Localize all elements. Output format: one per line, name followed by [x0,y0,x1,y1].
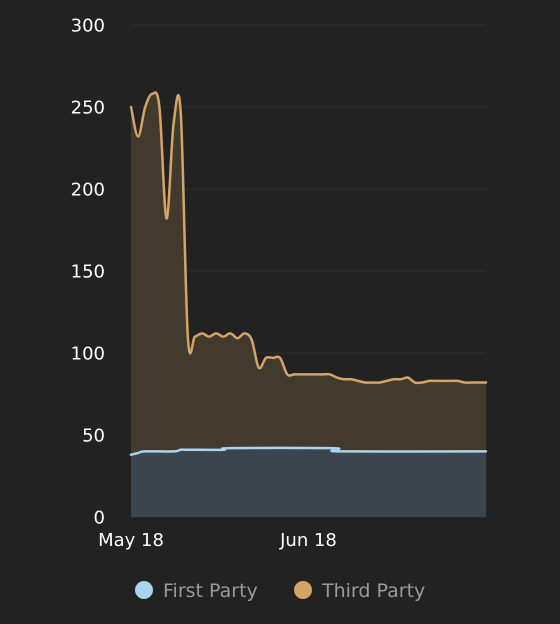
legend-item-third-party[interactable]: Third Party [294,580,425,602]
y-tick-label-100: 100 [71,344,105,365]
y-tick-label-150: 150 [71,262,105,283]
third-party-area [131,92,486,518]
x-tick-label-0: May 18 [98,530,164,551]
first-party-line [129,446,488,456]
x-tick-label-1: Jun 18 [279,530,337,551]
y-tick-label-250: 250 [71,98,105,119]
legend-label-first-party: First Party [163,580,258,602]
series-lines [129,91,488,456]
legend-swatch-third-party [294,581,312,599]
third-party-line [129,91,488,385]
x-axis-ticks: May 18 Jun 18 [98,530,337,551]
y-tick-label-50: 50 [82,426,105,447]
legend-swatch-first-party [135,581,153,599]
y-axis-ticks: 0 50 100 150 200 250 300 [71,16,105,529]
y-tick-label-0: 0 [94,508,105,529]
legend[interactable]: First Party Third Party [135,580,425,602]
y-tick-label-300: 300 [71,16,105,37]
y-tick-label-200: 200 [71,180,105,201]
legend-item-first-party[interactable]: First Party [135,580,258,602]
legend-label-third-party: Third Party [321,580,425,602]
first-party-area [131,447,486,517]
series-areas [131,92,486,518]
